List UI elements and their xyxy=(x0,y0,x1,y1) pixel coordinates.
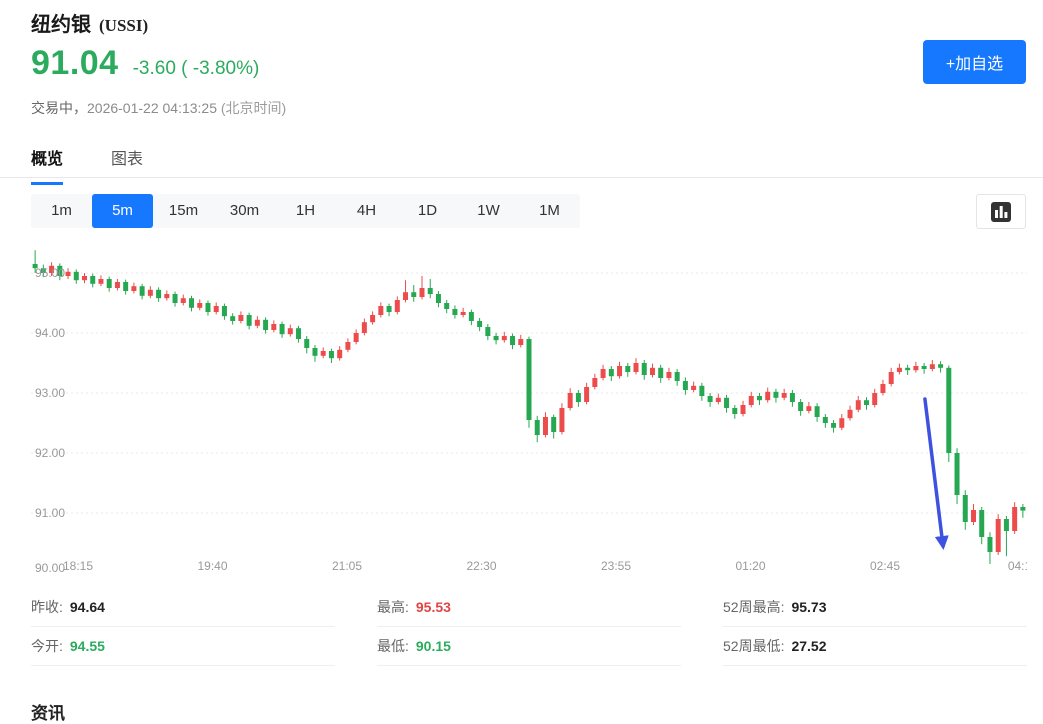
svg-text:21:05: 21:05 xyxy=(332,559,362,573)
stat-low: 最低: 90.15 xyxy=(377,627,681,666)
trading-status: 交易中， xyxy=(31,100,87,116)
svg-text:93.00: 93.00 xyxy=(35,386,65,400)
stat-52w-low: 52周最低: 27.52 xyxy=(723,627,1027,666)
svg-text:23:55: 23:55 xyxy=(601,559,631,573)
add-watchlist-button[interactable]: +加自选 xyxy=(923,40,1026,84)
stat-52w-high: 52周最高: 95.73 xyxy=(723,588,1027,627)
timeframe-30min[interactable]: 30m xyxy=(229,202,260,219)
price-change: -3.60 ( -3.80%) xyxy=(132,58,260,79)
instrument-symbol: (USSI) xyxy=(99,16,149,35)
svg-text:04:1: 04:1 xyxy=(1008,559,1027,573)
svg-text:90.00: 90.00 xyxy=(35,561,65,575)
timezone-label: (北京时间) xyxy=(217,100,287,116)
instrument-name: 纽约银 xyxy=(31,14,91,36)
last-price: 91.04 xyxy=(31,44,119,82)
svg-text:01:20: 01:20 xyxy=(735,559,765,573)
svg-text:18:15: 18:15 xyxy=(63,559,93,573)
timeframe-4h[interactable]: 4H xyxy=(356,202,377,219)
quote-timestamp: 2026-01-22 04:13:25 xyxy=(87,100,217,116)
stat-prev-close: 昨收: 94.64 xyxy=(31,588,335,627)
svg-text:92.00: 92.00 xyxy=(35,446,65,460)
trading-status-row: 交易中，2026-01-22 04:13:25 (北京时间) xyxy=(31,98,286,118)
stat-high: 最高: 95.53 xyxy=(377,588,681,627)
svg-text:94.00: 94.00 xyxy=(35,326,65,340)
timeframe-15min[interactable]: 15m xyxy=(168,202,199,219)
svg-text:95.00: 95.00 xyxy=(35,266,65,280)
price-block: 91.04 -3.60 ( -3.80%) xyxy=(31,44,259,83)
tab-chart[interactable]: 图表 xyxy=(111,151,144,168)
indicator-button[interactable] xyxy=(976,194,1026,229)
svg-text:19:40: 19:40 xyxy=(197,559,227,573)
instrument-header: 纽约银 (USSI) xyxy=(31,8,148,37)
timeframe-bar: 1m 5m 15m 30m 1H 4H 1D 1W 1M xyxy=(31,194,580,228)
tab-overview[interactable]: 概览 xyxy=(31,145,64,185)
timeframe-5min[interactable]: 5m xyxy=(92,194,153,228)
quote-stats: 昨收: 94.64 今开: 94.55 最高: 95.53 最低: 90.15 … xyxy=(31,588,1027,666)
svg-text:91.00: 91.00 xyxy=(35,506,65,520)
candlestick-chart[interactable]: 95.00 94.00 93.00 92.00 91.00 90.00 18:15 19:40… xyxy=(31,240,1027,580)
tab-divider xyxy=(0,177,1043,178)
timeframe-1mon[interactable]: 1M xyxy=(539,202,560,219)
stat-open: 今开: 94.55 xyxy=(31,627,335,666)
svg-text:02:45: 02:45 xyxy=(870,559,900,573)
timeframe-1min[interactable]: 1m xyxy=(51,202,72,219)
tab-bar: 概览 图表 xyxy=(31,145,143,185)
timeframe-1d[interactable]: 1D xyxy=(417,202,438,219)
svg-text:22:30: 22:30 xyxy=(466,559,496,573)
news-section-title[interactable]: 资讯 xyxy=(31,704,65,723)
timeframe-1h[interactable]: 1H xyxy=(295,202,316,219)
drop-annotation-arrow xyxy=(923,397,949,550)
bar-chart-icon xyxy=(991,201,1011,222)
timeframe-1w[interactable]: 1W xyxy=(477,202,500,219)
